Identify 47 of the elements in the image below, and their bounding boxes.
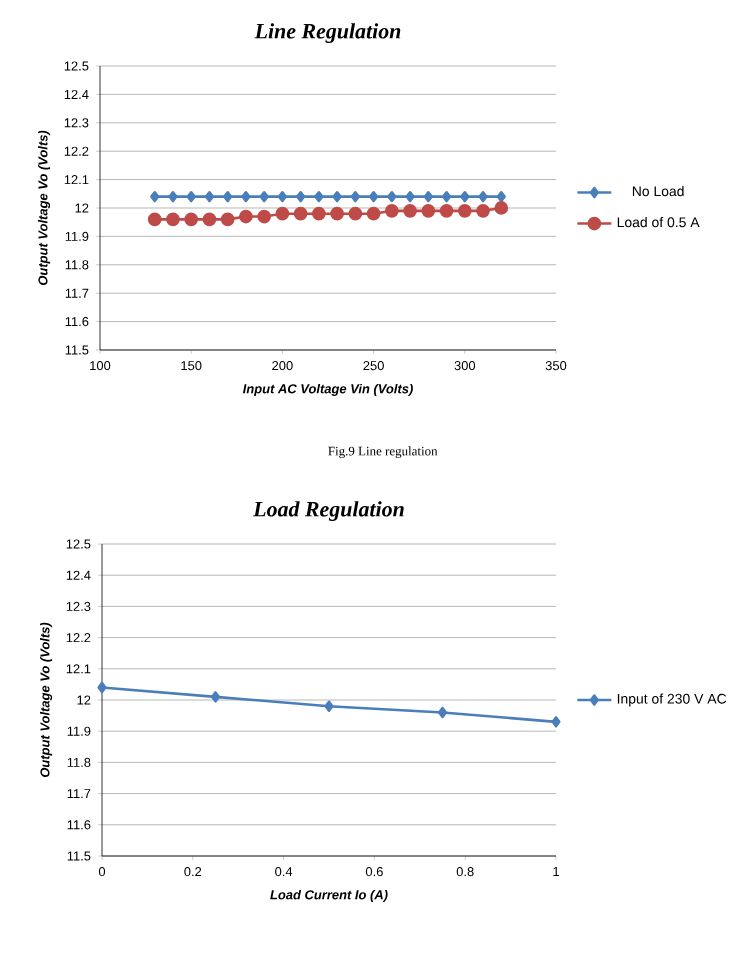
point xyxy=(348,206,363,221)
point xyxy=(441,190,452,203)
point xyxy=(496,190,506,203)
point xyxy=(241,190,251,203)
point xyxy=(369,190,379,203)
point xyxy=(405,190,415,203)
point xyxy=(478,190,488,203)
point xyxy=(239,209,253,224)
point xyxy=(277,190,287,203)
point xyxy=(460,190,470,203)
point xyxy=(220,212,235,227)
point xyxy=(312,206,326,221)
point xyxy=(457,203,472,218)
point xyxy=(168,190,178,203)
point xyxy=(97,681,107,694)
point xyxy=(150,190,160,203)
point xyxy=(293,206,308,221)
point xyxy=(494,201,509,215)
point xyxy=(350,190,360,203)
point xyxy=(324,700,334,712)
point xyxy=(551,716,561,728)
point xyxy=(330,206,344,221)
point xyxy=(259,190,269,203)
point xyxy=(166,212,180,227)
point xyxy=(210,691,221,703)
point xyxy=(296,190,306,203)
chart-title: Load Regulation xyxy=(253,501,404,522)
point xyxy=(184,212,199,227)
point xyxy=(476,203,490,218)
point xyxy=(202,212,217,227)
point xyxy=(257,209,272,224)
point xyxy=(332,190,342,203)
point xyxy=(384,203,399,218)
point xyxy=(387,190,397,203)
point xyxy=(439,203,454,218)
point xyxy=(186,190,196,203)
point xyxy=(437,706,448,719)
point xyxy=(204,190,215,203)
point xyxy=(275,206,290,221)
chart-title: Line Regulation xyxy=(254,23,401,43)
point xyxy=(223,190,233,203)
point xyxy=(366,206,381,221)
point xyxy=(421,203,436,218)
point xyxy=(147,212,162,227)
point xyxy=(423,190,433,203)
point xyxy=(314,190,324,203)
point xyxy=(403,203,417,218)
